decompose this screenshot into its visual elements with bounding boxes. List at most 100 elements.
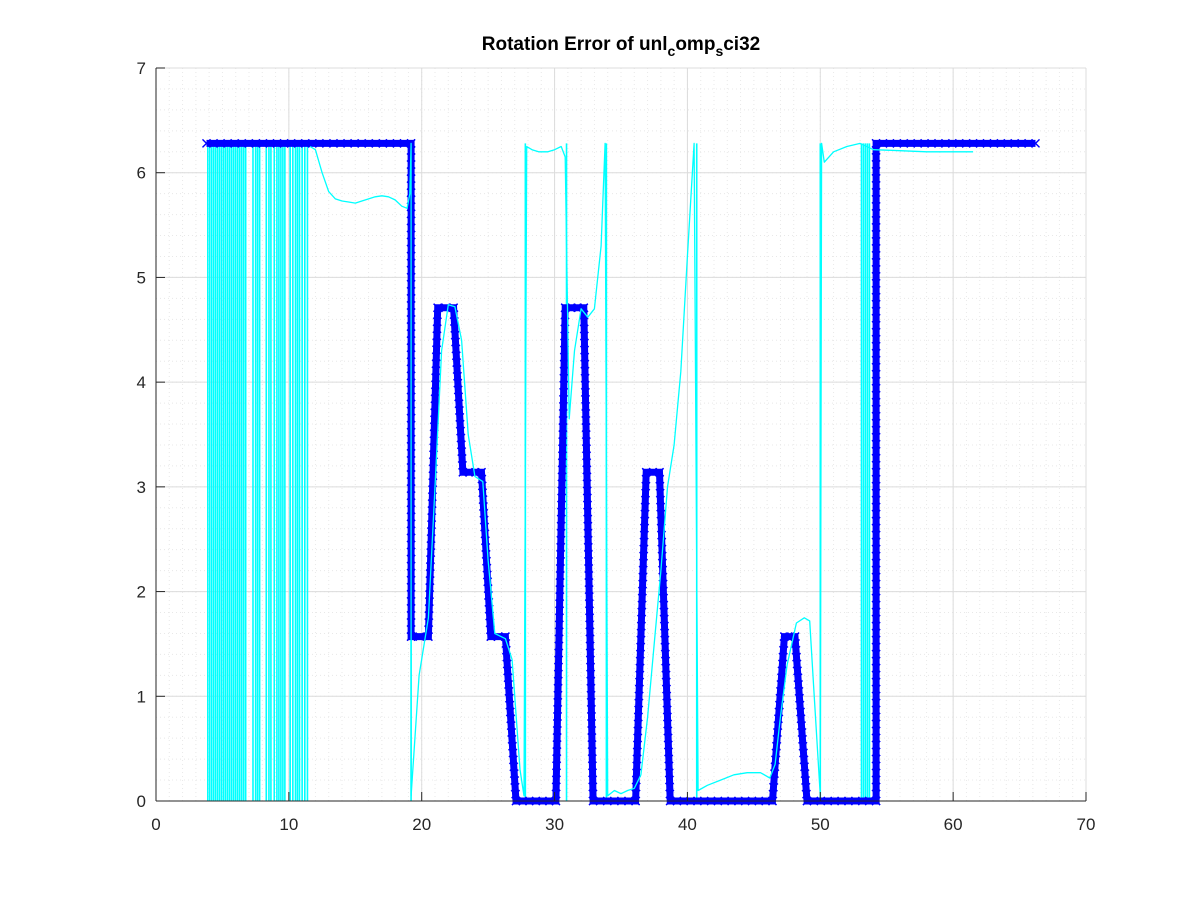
ground-truth-marker [982,138,992,148]
ground-truth-marker [430,387,440,397]
y-tick-label: 0 [137,792,146,811]
ground-truth-marker [427,513,437,523]
ground-truth-marker [634,677,644,687]
ground-truth-marker [430,380,440,390]
ground-truth-marker [871,362,881,372]
ground-truth-marker [504,686,514,696]
ground-truth-marker [429,422,439,432]
ground-truth-marker [587,711,597,721]
ground-truth-marker [871,425,881,435]
ground-truth-marker [639,530,649,540]
ground-truth-marker [1010,138,1020,148]
ground-truth-marker [871,670,881,680]
ground-truth-marker [432,324,442,334]
ground-truth-marker [552,726,562,736]
ground-truth-marker [579,338,589,348]
ground-truth-marker [871,537,881,547]
ground-truth-marker [432,317,442,327]
ground-truth-marker [258,138,268,148]
ground-truth-marker [871,432,881,442]
ground-truth-marker [871,306,881,316]
ground-truth-marker [871,684,881,694]
ground-truth-marker [485,611,495,621]
title-segment: c [668,43,676,59]
ground-truth-marker [505,700,515,710]
ground-truth-marker [871,460,881,470]
ground-truth-marker [662,684,672,694]
ground-truth-marker [452,358,462,368]
ground-truth-marker [871,222,881,232]
ground-truth-marker [509,769,519,779]
ground-truth-marker [559,366,569,376]
ground-truth-marker [871,565,881,575]
ground-truth-marker [587,726,597,736]
ground-truth-marker [586,704,596,714]
ground-truth-marker [454,392,464,402]
ground-truth-marker [655,488,665,498]
ground-truth-marker [583,514,593,524]
ground-truth-marker [293,138,303,148]
ground-truth-marker [636,642,646,652]
ground-truth-marker [343,138,353,148]
ground-truth-marker [871,705,881,715]
ground-truth-marker [871,544,881,554]
ground-truth-marker [554,648,564,658]
y-tick-label: 2 [137,583,146,602]
ground-truth-marker [871,768,881,778]
ground-truth-marker [587,740,597,750]
ground-truth-marker [477,481,487,491]
ground-truth-marker [586,697,596,707]
ground-truth-marker [795,700,805,710]
ground-truth-marker [582,451,592,461]
ground-truth-marker [793,673,803,683]
ground-truth-marker [579,331,589,341]
ground-truth-marker [424,618,434,628]
ground-truth-marker [871,712,881,722]
ground-truth-marker [797,721,807,731]
ground-truth-marker [581,416,591,426]
ground-truth-marker [871,341,881,351]
ground-truth-marker [559,380,569,390]
ground-truth-marker [559,345,569,355]
ground-truth-marker [504,680,514,690]
ground-truth-marker [506,721,516,731]
ground-truth-marker [663,719,673,729]
ground-truth-marker [871,152,881,162]
ground-truth-marker [802,789,811,799]
ground-truth-marker [659,607,669,617]
ground-truth-marker [661,663,671,673]
ground-truth-marker [454,399,464,409]
ground-truth-marker [906,138,916,148]
ground-truth-marker [585,620,595,630]
ground-truth-marker [871,208,881,218]
plot-area-background [156,68,1086,801]
ground-truth-marker [871,376,881,386]
ground-truth-marker [661,677,671,687]
ground-truth-marker [871,481,881,491]
ground-truth-marker [636,628,646,638]
estimate-line [309,142,974,797]
ground-truth-marker [871,600,881,610]
ground-truth-marker [637,607,647,617]
ground-truth-marker [431,345,441,355]
ground-truth-marker [656,502,666,512]
ground-truth-marker [480,529,490,539]
ground-truth-marker [555,556,565,566]
ground-truth-marker [426,527,436,537]
ground-truth-marker [553,683,563,693]
ground-truth-marker [871,411,881,421]
ground-truth-marker [1024,138,1034,148]
ground-truth-marker [658,586,668,596]
ground-truth-marker [328,138,338,148]
ground-truth-marker [635,663,645,673]
ground-truth-marker [665,789,675,799]
ground-truth-marker [656,516,666,526]
ground-truth-marker [582,458,592,468]
title-segment: s [715,43,723,59]
ground-truth-marker [585,627,595,637]
ground-truth-marker [871,754,881,764]
ground-truth-marker [772,734,782,744]
ground-truth-marker [637,593,647,603]
ground-truth-marker [792,659,802,669]
